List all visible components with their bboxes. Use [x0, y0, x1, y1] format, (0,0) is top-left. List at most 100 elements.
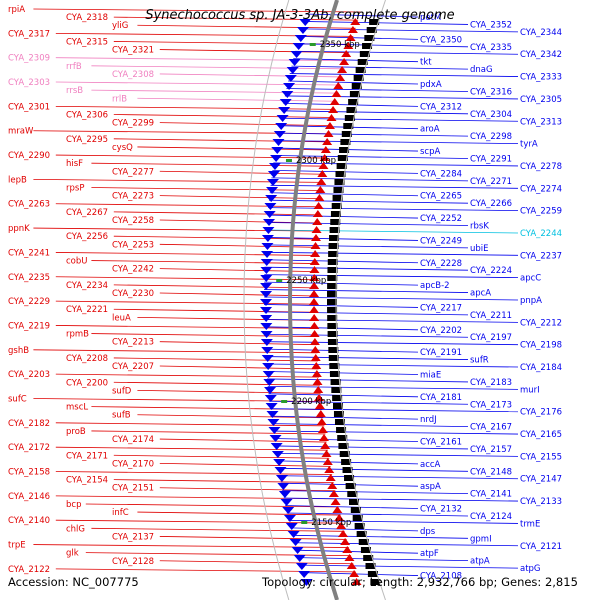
left-leader-line — [33, 349, 318, 354]
right-leader-line — [266, 222, 469, 226]
plus-strand-feature — [264, 387, 277, 394]
left-gene-label: CYA_2309 — [8, 54, 50, 64]
plus-strand-feature — [287, 531, 300, 538]
minus-strand-feature — [310, 242, 321, 249]
left-leader-line — [85, 503, 339, 508]
minus-strand-feature — [316, 418, 327, 425]
left-gene-label: CYA_2182 — [8, 419, 50, 429]
plus-strand-feature — [271, 451, 284, 458]
left-leader-line — [33, 8, 361, 13]
left-gene-label: CYA_2200 — [66, 378, 108, 388]
plus-strand-feature — [260, 323, 273, 330]
right-gene-label: CYA_2224 — [470, 266, 512, 276]
gc-content-block — [358, 539, 369, 545]
minus-strand-feature — [345, 34, 356, 41]
left-gene-label: glk — [66, 549, 79, 559]
left-leader-line — [159, 365, 319, 370]
right-gene-label: dps — [420, 527, 436, 537]
right-leader-line — [293, 542, 519, 547]
left-gene-label: CYA_2315 — [66, 37, 108, 47]
left-gene-label: CYA_2263 — [8, 200, 50, 210]
left-leader-line — [137, 389, 321, 394]
left-leader-line — [55, 81, 341, 86]
minus-strand-feature — [313, 386, 324, 393]
kbp-label: 2200 kbp — [291, 397, 331, 407]
plus-strand-feature — [260, 267, 273, 274]
right-leader-line — [295, 50, 519, 55]
minus-strand-feature — [324, 122, 335, 129]
minus-strand-feature — [312, 218, 323, 225]
left-gene-label: CYA_2122 — [8, 565, 50, 575]
left-leader-line — [55, 105, 336, 110]
right-leader-line — [305, 13, 419, 18]
plus-strand-feature — [275, 123, 288, 130]
minus-strand-feature — [309, 314, 320, 321]
left-gene-label: CYA_2140 — [8, 516, 50, 526]
left-gene-label: CYA_2128 — [112, 557, 154, 567]
right-gene-label: atpG — [520, 564, 541, 574]
left-gene-label: CYA_2308 — [112, 70, 154, 80]
right-leader-line — [291, 65, 469, 70]
kbp-label: 2300 kbp — [296, 156, 336, 166]
left-leader-line — [55, 32, 354, 37]
right-leader-line — [301, 572, 419, 576]
left-gene-label: CYA_2151 — [112, 484, 154, 494]
genome-summary: Topology: circular; Length: 2,932,766 bp… — [262, 575, 578, 589]
right-gene-label: tyrA — [520, 140, 538, 150]
gc-content-block — [329, 227, 340, 233]
right-gene-label: CYA_2266 — [470, 199, 512, 209]
minus-strand-feature — [314, 394, 325, 401]
minus-strand-feature — [351, 578, 362, 585]
left-leader-line — [159, 122, 333, 126]
left-leader-line — [55, 203, 321, 208]
right-gene-label: CYA_2167 — [470, 423, 512, 433]
right-leader-line — [284, 95, 519, 100]
minus-strand-feature — [318, 162, 329, 169]
right-gene-label: CYA_2176 — [520, 408, 562, 418]
left-leader-line — [91, 65, 345, 70]
minus-strand-feature — [340, 538, 351, 545]
gc-content-block — [327, 267, 338, 273]
right-leader-line — [269, 400, 469, 405]
plus-strand-feature — [296, 27, 309, 34]
minus-strand-feature — [310, 346, 321, 353]
minus-strand-feature — [311, 226, 322, 233]
plus-strand-feature — [260, 299, 273, 306]
left-gene-label: CYA_2317 — [8, 29, 50, 39]
plus-strand-feature — [263, 379, 276, 386]
minus-strand-feature — [347, 26, 358, 33]
minus-strand-feature — [313, 202, 324, 209]
gc-content-block — [329, 235, 340, 241]
left-gene-label: CYA_2174 — [112, 435, 154, 445]
gc-content-block — [350, 507, 361, 513]
plus-strand-feature — [266, 187, 279, 194]
minus-strand-feature — [327, 482, 338, 489]
minus-strand-feature — [309, 338, 320, 345]
plus-strand-feature — [272, 139, 285, 146]
right-gene-label: CYA_2252 — [420, 214, 462, 224]
gc-content-block — [327, 315, 338, 321]
left-gene-label: leuA — [112, 313, 131, 323]
gc-content-block — [330, 211, 341, 217]
left-gene-label: yliG — [112, 21, 128, 31]
right-gene-label: CYA_2237 — [520, 251, 562, 261]
left-gene-label: CYA_2221 — [66, 305, 108, 315]
gc-content-block — [370, 579, 381, 585]
plus-strand-feature — [260, 315, 273, 322]
left-gene-label: CYA_2172 — [8, 443, 50, 453]
plus-strand-feature — [268, 427, 281, 434]
minus-strand-feature — [332, 506, 343, 513]
right-leader-line — [274, 155, 469, 159]
minus-strand-feature — [309, 258, 320, 265]
right-gene-label: CYA_2228 — [420, 259, 462, 269]
gc-content-block — [349, 499, 360, 505]
minus-strand-feature — [335, 74, 346, 81]
right-gene-label: trmE — [520, 519, 540, 529]
left-gene-label: CYA_2235 — [8, 273, 50, 283]
gc-content-block — [360, 547, 371, 553]
plus-strand-feature — [283, 83, 296, 90]
left-gene-label: CYA_2253 — [112, 240, 154, 250]
plus-strand-feature — [288, 59, 301, 66]
left-gene-label: rpmB — [66, 330, 89, 340]
gc-content-block — [331, 387, 342, 393]
